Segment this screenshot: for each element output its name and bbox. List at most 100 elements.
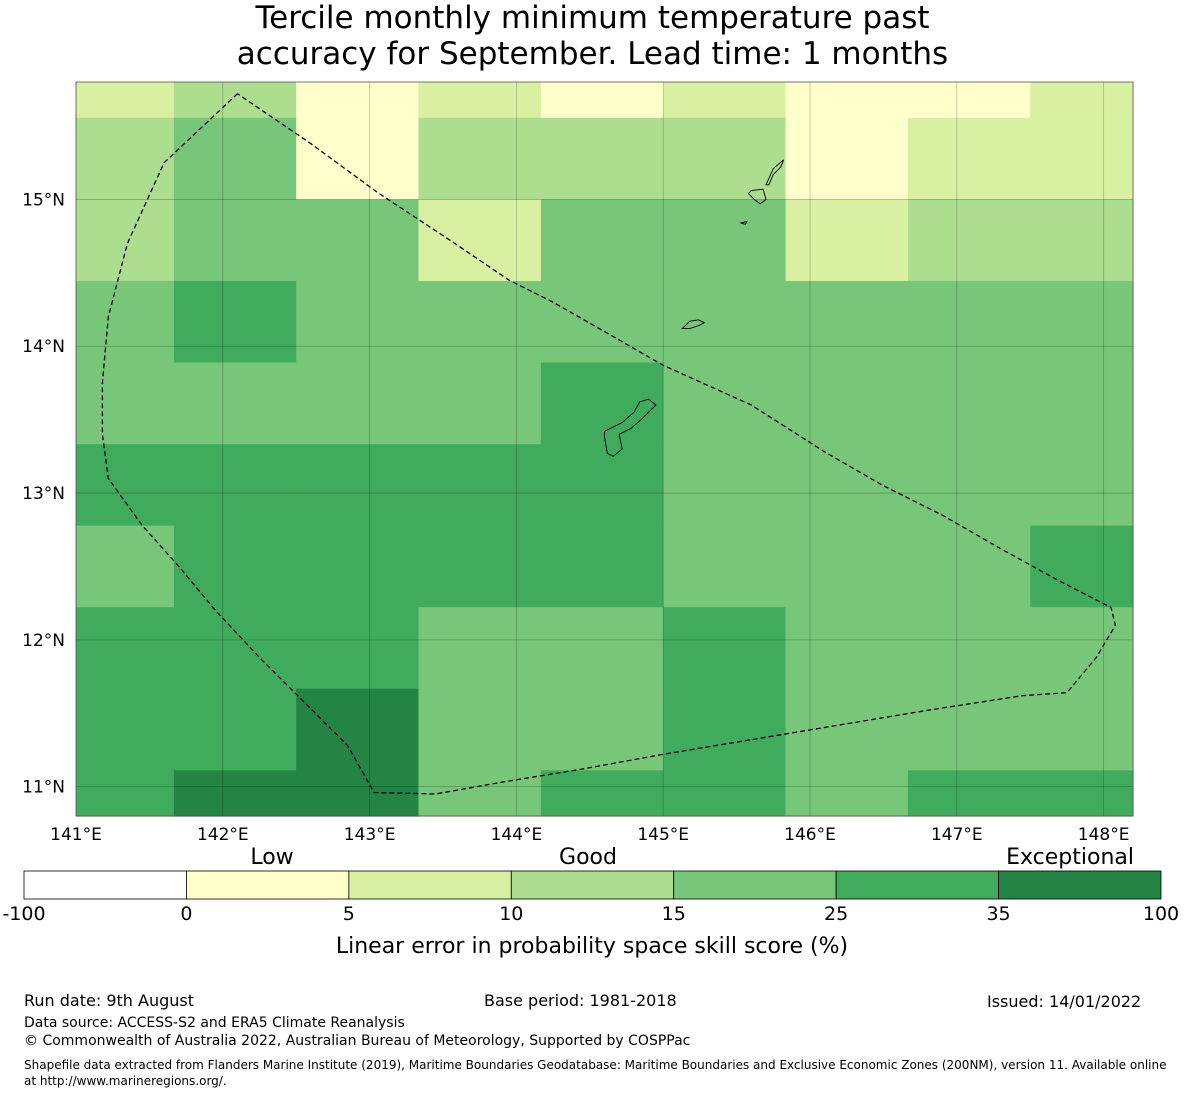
colorbar-tick-label: 35: [986, 903, 1010, 925]
grid-cell: [296, 607, 420, 690]
colorbar-label: Linear error in probability space skill …: [336, 934, 848, 959]
grid-cell: [1030, 117, 1134, 201]
grid-cell: [663, 444, 787, 527]
axis-tick-labels: 141°E 142°E 143°E 144°E 145°E 146°E 147°E 148°E…: [22, 190, 1129, 845]
grid-cell: [296, 281, 420, 364]
grid-cell: [173, 117, 297, 201]
grid-cell: [785, 525, 909, 608]
grid-cell: [1030, 362, 1134, 445]
grid-cell: [418, 82, 542, 119]
grid-cell: [418, 525, 542, 608]
eez-boundary: [101, 93, 1117, 795]
grid-cell: [418, 607, 542, 690]
issued-date: Issued: 14/01/2022: [987, 992, 1142, 1011]
grid-cell: [76, 281, 175, 364]
grid-cell: [1030, 444, 1134, 527]
grid-cell: [907, 688, 1031, 771]
grid-cell: [76, 117, 175, 201]
grid-cell: [663, 525, 787, 608]
grid-cell: [296, 688, 420, 771]
lon-tick-label: 141°E: [50, 825, 102, 845]
grid-cell: [785, 199, 909, 282]
data-source: Data source: ACCESS-S2 and ERA5 Climate …: [24, 1015, 405, 1031]
map-frame: [75, 81, 1134, 817]
colorbar-tick-label: 100: [1143, 903, 1179, 925]
grid-cell: [540, 82, 664, 119]
grid-cell: [907, 281, 1031, 364]
grid-cell: [173, 607, 297, 690]
grid-cell: [663, 362, 787, 445]
grid-cell: [1030, 525, 1134, 608]
grid-cell: [540, 688, 664, 771]
grid-cell: [785, 281, 909, 364]
grid-cell: [540, 444, 664, 527]
island-outline: [765, 159, 785, 186]
lon-tick-label: 147°E: [931, 825, 983, 845]
lat-tick-label: 15°N: [22, 190, 65, 210]
grid-cell: [173, 82, 297, 119]
grid-cell: [76, 199, 175, 282]
grid-cell: [785, 117, 909, 201]
grid-cell: [1030, 281, 1134, 364]
grid-cell: [663, 770, 787, 817]
grid-cell: [418, 444, 542, 527]
grid-cell: [296, 117, 420, 201]
colorbar-segment: [835, 870, 999, 900]
grid-cell: [785, 362, 909, 445]
colorbar-segment: [186, 870, 350, 900]
grid-cell: [173, 281, 297, 364]
colorbar-segment: [23, 870, 187, 900]
lat-tick-label: 14°N: [22, 337, 65, 357]
colorbar-tick-label: 10: [499, 903, 523, 925]
colorbar-segment: [673, 870, 837, 900]
grid-cell: [418, 770, 542, 817]
grid-cell: [663, 281, 787, 364]
grid-cell: [785, 770, 909, 817]
grid-cell: [1030, 688, 1134, 771]
grid-cell: [907, 362, 1031, 445]
grid-cell: [418, 362, 542, 445]
grid-cell: [785, 607, 909, 690]
grid-cell: [76, 82, 175, 119]
skill-grid: [76, 82, 1134, 817]
grid-cell: [296, 362, 420, 445]
legend-category-exceptional: Exceptional: [1006, 845, 1134, 870]
grid-cell: [418, 281, 542, 364]
lon-tick-label: 144°E: [491, 825, 543, 845]
island-outline: [604, 398, 657, 457]
islands: [604, 159, 785, 457]
colorbar: -100 0 5 10 15 25 35 100: [2, 870, 1179, 925]
lon-tick-label: 145°E: [637, 825, 689, 845]
colorbar-tick-label: 0: [180, 903, 192, 925]
island-outline: [747, 188, 767, 205]
copyright: © Commonwealth of Australia 2022, Austra…: [24, 1033, 691, 1049]
grid-cell: [76, 688, 175, 771]
grid-cell: [907, 607, 1031, 690]
colorbar-segment: [510, 870, 675, 900]
island-outline: [681, 319, 706, 330]
grid-cell: [540, 770, 664, 817]
map-figure: 141°E 142°E 143°E 144°E 145°E 146°E 147°E 148°E…: [2, 81, 1179, 959]
grid-cell: [418, 199, 542, 282]
grid-cell: [173, 444, 297, 527]
grid-cell: [76, 525, 175, 608]
grid-cell: [663, 199, 787, 282]
grid-cell: [296, 82, 420, 119]
grid-cell: [907, 525, 1031, 608]
grid-cell: [418, 688, 542, 771]
grid-cell: [540, 362, 664, 445]
grid-cell: [907, 117, 1031, 201]
grid-cell: [76, 607, 175, 690]
grid-cell: [540, 199, 664, 282]
lon-tick-label: 143°E: [344, 825, 396, 845]
grid-cell: [296, 525, 420, 608]
grid-cell: [173, 525, 297, 608]
colorbar-tick-label: 15: [662, 903, 686, 925]
grid-cell: [76, 362, 175, 445]
grid-cell: [418, 117, 542, 201]
grid-cell: [785, 444, 909, 527]
grid-cell: [540, 117, 664, 201]
grid-cell: [173, 688, 297, 771]
lon-tick-label: 148°E: [1078, 825, 1130, 845]
grid-cell: [1030, 199, 1134, 282]
